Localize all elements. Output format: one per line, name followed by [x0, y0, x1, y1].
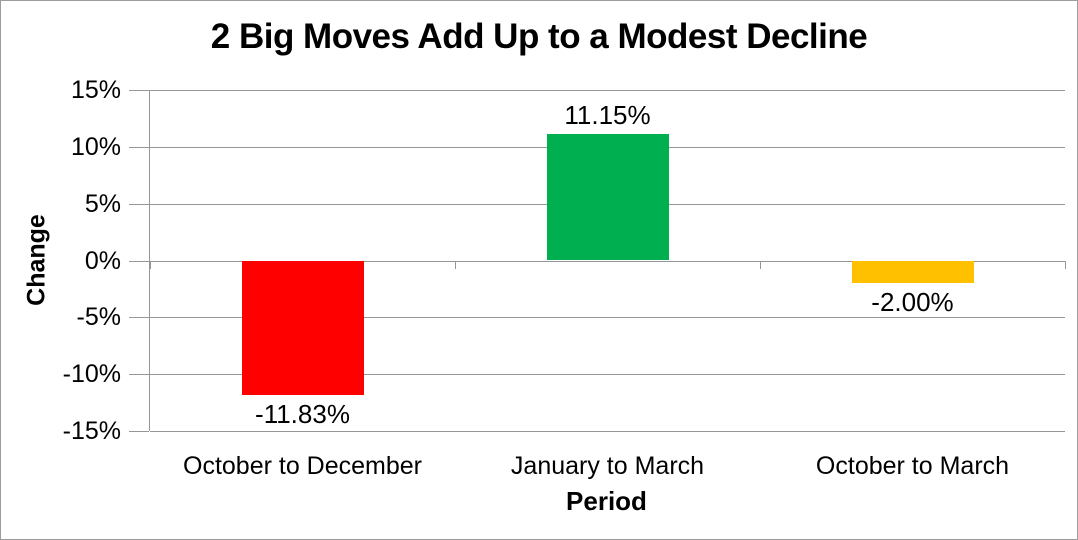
y-axis-tick: [129, 374, 149, 376]
gridline: [150, 431, 1065, 432]
category-label: October to December: [183, 452, 422, 480]
x-axis-title: Period: [566, 486, 647, 516]
y-tick-label: -15%: [62, 417, 121, 445]
y-tick-label: 0%: [84, 246, 121, 275]
gridline: [150, 260, 1065, 262]
chart-title: 2 Big Moves Add Up to a Modest Decline: [210, 17, 868, 56]
x-axis-tick: [760, 260, 761, 269]
data-label: -11.83%: [255, 398, 350, 429]
gridline: [150, 317, 1065, 319]
gridline: [150, 374, 1065, 376]
y-axis-tick: [129, 260, 149, 262]
y-axis-tick: [129, 431, 149, 432]
data-label: -2.00%: [871, 287, 954, 318]
y-tick-label: 10%: [70, 132, 121, 161]
gridline: [150, 90, 1065, 91]
y-axis-tick: [129, 203, 149, 205]
data-label: 11.15%: [564, 99, 651, 130]
bar: [546, 133, 669, 261]
x-axis-tick: [455, 260, 456, 269]
category-label: October to March: [815, 452, 1010, 480]
bar: [241, 260, 364, 395]
y-tick-label: 5%: [84, 189, 121, 218]
y-axis-tick: [129, 90, 149, 91]
y-tick-label: 15%: [70, 76, 121, 104]
x-axis-tick: [150, 260, 151, 269]
y-axis-tick: [129, 317, 149, 319]
x-axis-tick: [1065, 260, 1066, 269]
category-label: January to March: [510, 452, 705, 480]
bar: [851, 260, 974, 284]
y-axis-tick: [129, 146, 149, 148]
y-tick-label: -5%: [76, 303, 121, 332]
plot-area: -11.83% October to December 11.15% January …: [149, 90, 1066, 479]
y-tick-label: -10%: [62, 360, 121, 389]
